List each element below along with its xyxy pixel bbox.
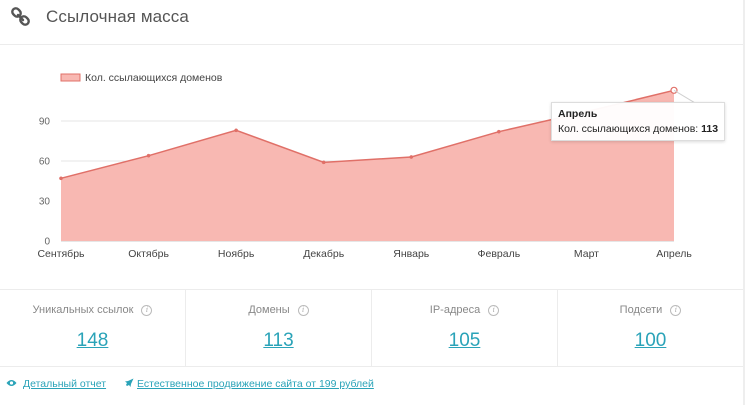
x-axis: Сентябрь Октябрь Ноябрь Декабрь Январь Феврал… — [37, 248, 692, 260]
widget-footer: Детальный отчет Естественное продвижение… — [0, 374, 745, 396]
chart-tooltip: Апрель Кол. ссылающихся доменов: 113 — [551, 102, 726, 141]
eye-icon — [6, 380, 17, 386]
data-point[interactable] — [146, 153, 151, 158]
legend-label: Кол. ссылающихся доменов — [85, 72, 223, 84]
x-tick-label: Сентябрь — [37, 248, 85, 260]
y-tick-label: 30 — [39, 197, 51, 208]
tooltip-row: Кол. ссылающихся доменов: 113 — [558, 123, 718, 135]
detailed-report-link[interactable]: Детальный отчет — [23, 378, 107, 390]
x-tick-label: Февраль — [478, 248, 521, 260]
stat-ip-addresses: IP-адреса i 105 — [372, 290, 558, 366]
stat-value-link[interactable]: 100 — [634, 330, 667, 351]
y-axis: 0 30 60 90 — [39, 117, 51, 248]
widget-title: Ссылочная масса — [46, 7, 189, 26]
tooltip-label: Кол. ссылающихся доменов: — [558, 123, 699, 135]
x-tick-label: Март — [574, 248, 599, 260]
x-tick-label: Ноябрь — [218, 248, 255, 260]
stats-panel: Уникальных ссылок i 148 Домены i 113 IP-ад… — [0, 289, 743, 367]
y-tick-label: 60 — [39, 157, 51, 168]
data-point[interactable] — [409, 155, 414, 159]
data-point[interactable] — [321, 160, 326, 165]
x-tick-label: Апрель — [656, 248, 692, 260]
x-tick-label: Декабрь — [303, 248, 344, 260]
tooltip-value: 113 — [701, 123, 719, 135]
tooltip-connector — [673, 89, 695, 103]
promo-item: Естественное продвижение сайта от 199 ру… — [124, 378, 374, 390]
info-icon[interactable]: i — [141, 305, 153, 316]
stat-value-link[interactable]: 148 — [76, 330, 109, 351]
stat-unique-links: Уникальных ссылок i 148 — [0, 290, 186, 366]
stat-value-link[interactable]: 113 — [263, 330, 294, 351]
data-point[interactable] — [59, 176, 63, 181]
stat-domains: Домены i 113 — [186, 290, 372, 366]
y-tick-label: 90 — [39, 117, 51, 128]
stat-label: Подсети — [619, 304, 663, 316]
data-point[interactable] — [670, 86, 678, 94]
link-icon — [11, 7, 30, 26]
stat-subnets: Подсети i 100 — [558, 290, 743, 366]
legend-swatch — [60, 73, 81, 82]
detailed-report-item: Детальный отчет — [6, 378, 106, 390]
info-icon[interactable]: i — [488, 305, 500, 316]
stat-value-link[interactable]: 105 — [448, 330, 481, 351]
chart-legend[interactable]: Кол. ссылающихся доменов — [60, 72, 223, 84]
panel-border — [743, 0, 745, 405]
x-tick-label: Октябрь — [128, 248, 169, 260]
links-area-chart: 0 30 60 90 Сентябрь Октябрь Ноябрь Декабрь Янва… — [37, 72, 695, 260]
y-tick-label: 0 — [44, 237, 50, 248]
stat-label: IP-адреса — [429, 304, 481, 316]
promo-link[interactable]: Естественное продвижение сайта от 199 ру… — [137, 378, 374, 390]
tooltip-title: Апрель — [558, 108, 598, 120]
info-icon[interactable]: i — [297, 305, 309, 316]
rocket-icon — [125, 378, 134, 387]
data-point[interactable] — [234, 128, 238, 133]
info-icon[interactable]: i — [670, 305, 682, 316]
x-tick-label: Январь — [393, 248, 430, 260]
series-area — [61, 90, 674, 241]
stat-label: Уникальных ссылок — [32, 304, 134, 316]
stat-label: Домены — [248, 304, 290, 316]
widget-header: Ссылочная масса — [0, 0, 745, 45]
data-point[interactable] — [497, 129, 501, 134]
